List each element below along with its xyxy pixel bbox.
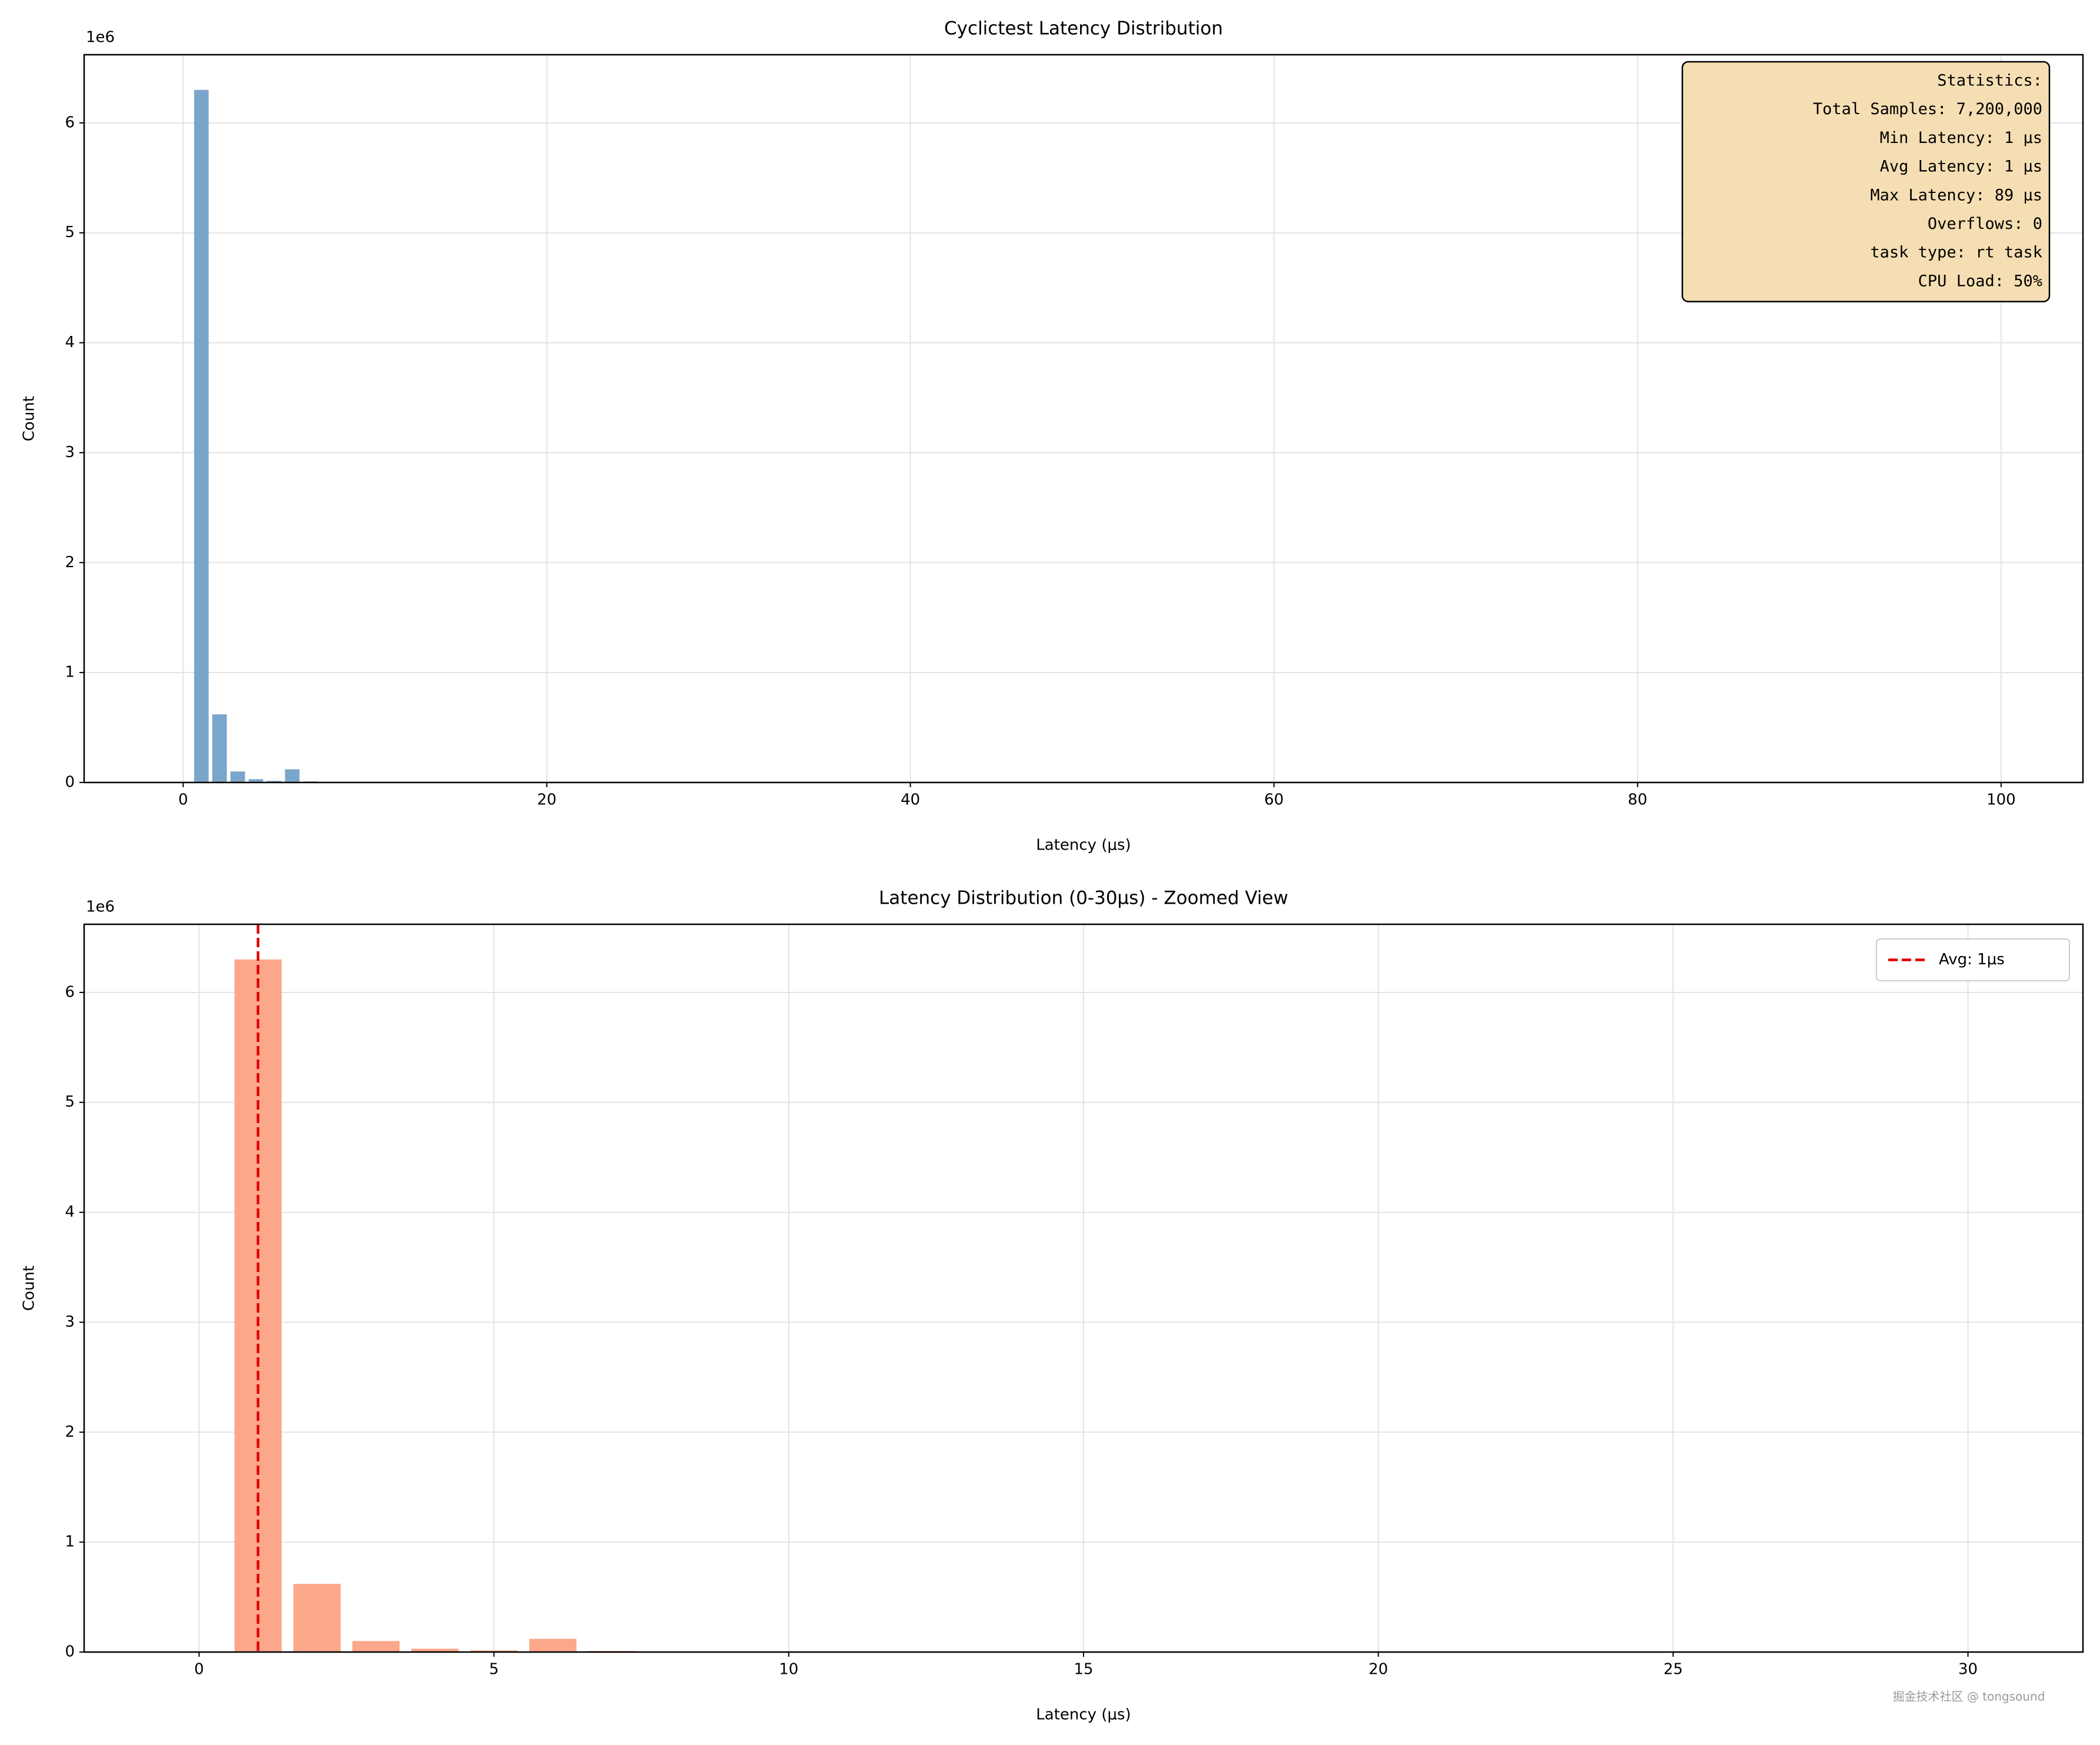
y-tick-label: 0: [65, 774, 75, 791]
y-tick-label: 2: [65, 1423, 75, 1441]
watermark: 掘金技术社区 @ tongsound: [1893, 1690, 2045, 1704]
x-tick-label: 60: [1264, 791, 1284, 809]
y-tick-label: 5: [65, 224, 75, 241]
x-tick-label: 100: [1986, 791, 2016, 809]
y-tick-label: 5: [65, 1093, 75, 1111]
x-axis-label: Latency (μs): [1036, 1706, 1131, 1724]
stats-line: Max Latency: 89 μs: [1870, 186, 2042, 204]
y-axis-label: Count: [21, 396, 38, 441]
stats-line: Statistics:: [1937, 72, 2042, 90]
bar: [266, 781, 282, 782]
y-tick-label: 3: [65, 444, 75, 461]
legend-box: [1876, 938, 2070, 981]
bar: [470, 1650, 518, 1652]
y-tick-label: 1: [65, 664, 75, 681]
x-tick-label: 10: [779, 1661, 798, 1679]
y-tick-label: 4: [65, 1203, 75, 1221]
x-tick-label: 40: [901, 791, 920, 809]
stats-line: task type: rt task: [1870, 244, 2042, 262]
x-tick-label: 30: [1958, 1661, 1978, 1679]
plot-frame: [83, 54, 2084, 784]
x-tick-label: 0: [194, 1661, 204, 1679]
y-axis-label: Count: [21, 1266, 38, 1311]
bar: [352, 1641, 400, 1652]
x-tick-label: 20: [1369, 1661, 1388, 1679]
x-tick-label: 0: [178, 791, 188, 809]
bar: [194, 89, 209, 782]
bar: [293, 1584, 341, 1652]
x-tick-label: 80: [1628, 791, 1647, 809]
y-tick-label: 4: [65, 334, 75, 351]
bar: [248, 779, 264, 782]
chart-title: Latency Distribution (0-30μs) - Zoomed V…: [879, 888, 1288, 909]
y-tick-label: 6: [65, 983, 75, 1001]
x-tick-label: 20: [537, 791, 556, 809]
y-offset-label: 1e6: [86, 898, 115, 916]
x-axis-label: Latency (μs): [1036, 837, 1131, 854]
y-tick-label: 6: [65, 114, 75, 131]
bar: [411, 1649, 459, 1652]
x-tick-label: 5: [489, 1661, 499, 1679]
x-tick-label: 25: [1664, 1661, 1683, 1679]
bar: [212, 714, 227, 782]
legend-label: Avg: 1μs: [1939, 951, 2005, 968]
bar: [285, 769, 300, 782]
y-tick-label: 2: [65, 554, 75, 571]
bar: [529, 1639, 576, 1652]
bar: [230, 771, 245, 782]
plot-frame: [83, 923, 2084, 1653]
y-offset-label: 1e6: [86, 29, 115, 46]
y-tick-label: 3: [65, 1313, 75, 1331]
y-tick-label: 1: [65, 1533, 75, 1551]
stats-box: [1681, 61, 2051, 302]
y-tick-label: 0: [65, 1643, 75, 1661]
x-tick-label: 15: [1074, 1661, 1093, 1679]
stats-line: Overflows: 0: [1928, 215, 2042, 233]
stats-line: Avg Latency: 1 μs: [1880, 158, 2042, 176]
chart-title: Cyclictest Latency Distribution: [944, 18, 1223, 39]
stats-line: Min Latency: 1 μs: [1880, 129, 2042, 147]
stats-line: Total Samples: 7,200,000: [1813, 100, 2042, 118]
stats-line: CPU Load: 50%: [1918, 272, 2042, 290]
